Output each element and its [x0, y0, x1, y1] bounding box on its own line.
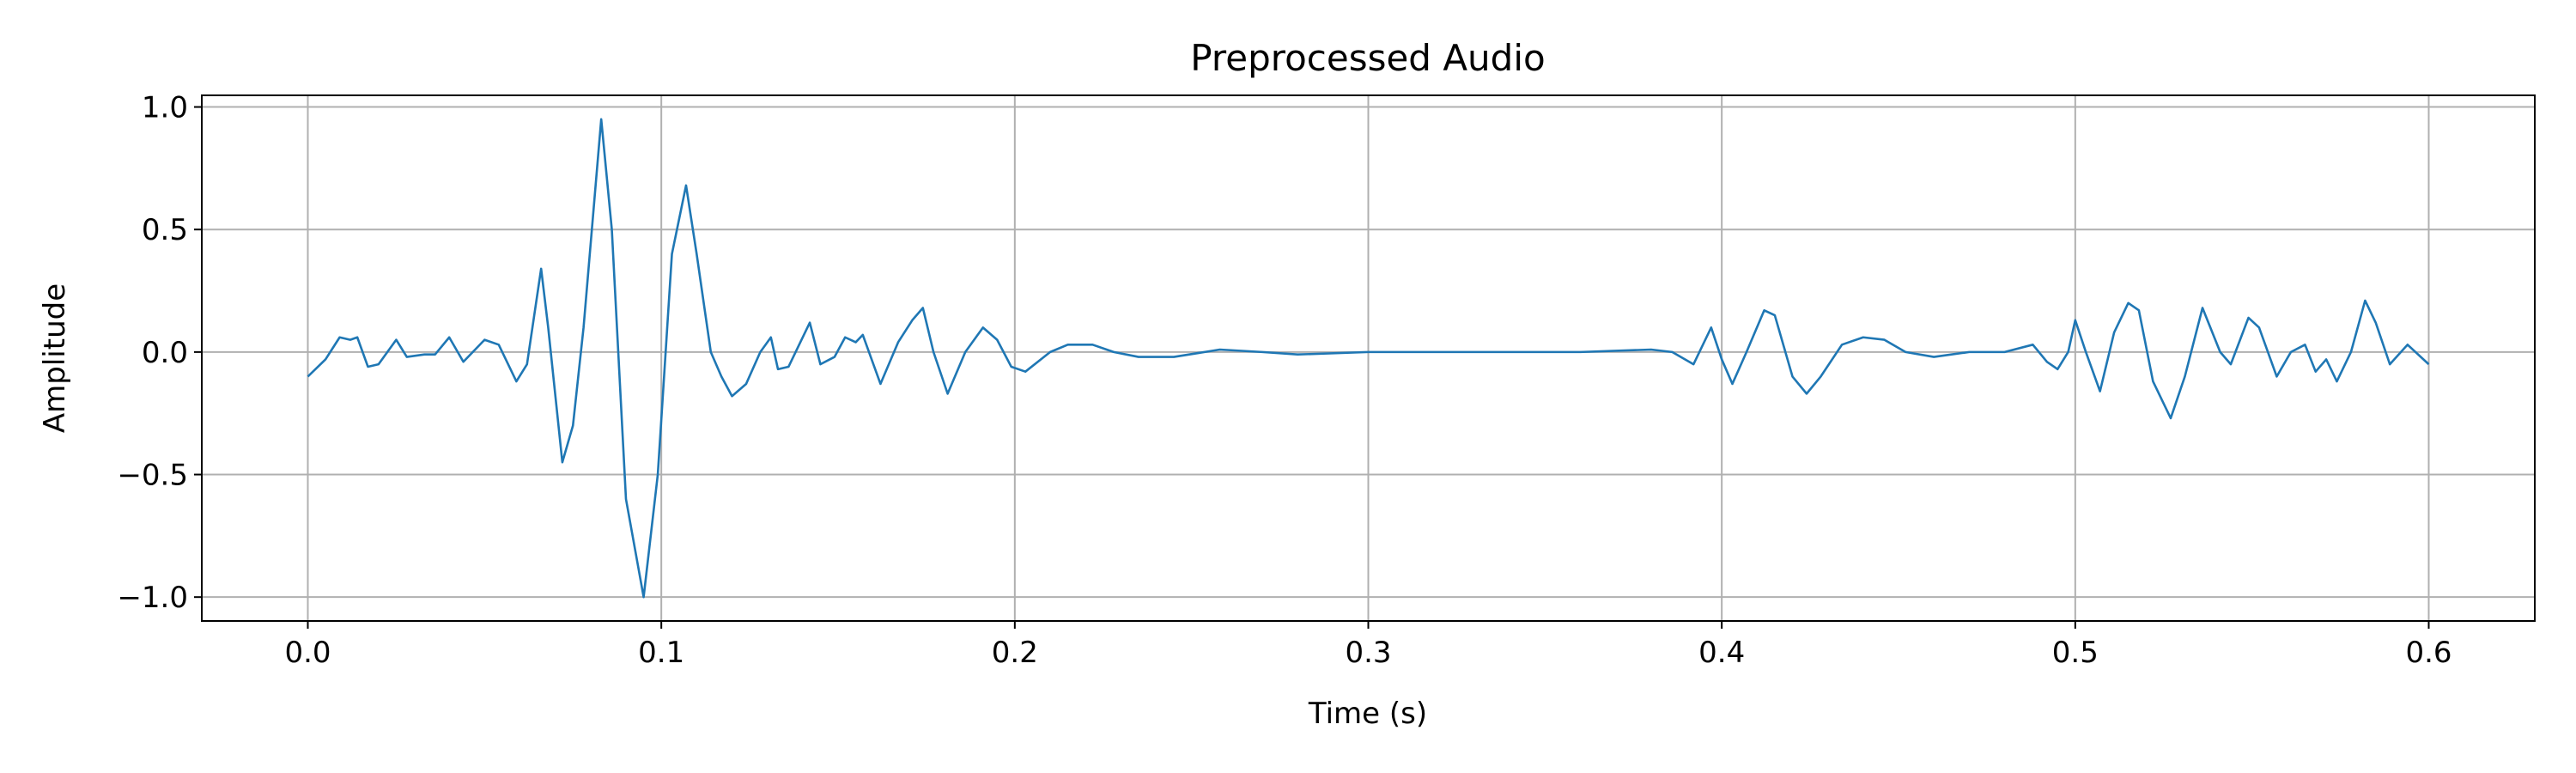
y-axis-label: Amplitude: [38, 283, 72, 433]
y-tick-label: 0.5: [142, 213, 188, 247]
x-tick-label: 0.3: [1345, 636, 1391, 670]
y-tick-label: 1.0: [142, 91, 188, 125]
y-tick-label: 0.0: [142, 336, 188, 370]
x-axis-label: Time (s): [1308, 697, 1427, 731]
waveform-line: [307, 118, 2430, 599]
x-tick-label: 0.1: [638, 636, 684, 670]
y-tick-label: −1.0: [117, 581, 188, 615]
chart-title: Preprocessed Audio: [1190, 37, 1545, 79]
x-tick-label: 0.5: [2052, 636, 2099, 670]
x-tick-label: 0.0: [284, 636, 331, 670]
x-tick-label: 0.6: [2405, 636, 2451, 670]
plot-frame: [201, 94, 2536, 622]
x-tick-label: 0.4: [1698, 636, 1745, 670]
y-tick-label: −0.5: [117, 459, 188, 493]
x-tick-label: 0.2: [992, 636, 1038, 670]
